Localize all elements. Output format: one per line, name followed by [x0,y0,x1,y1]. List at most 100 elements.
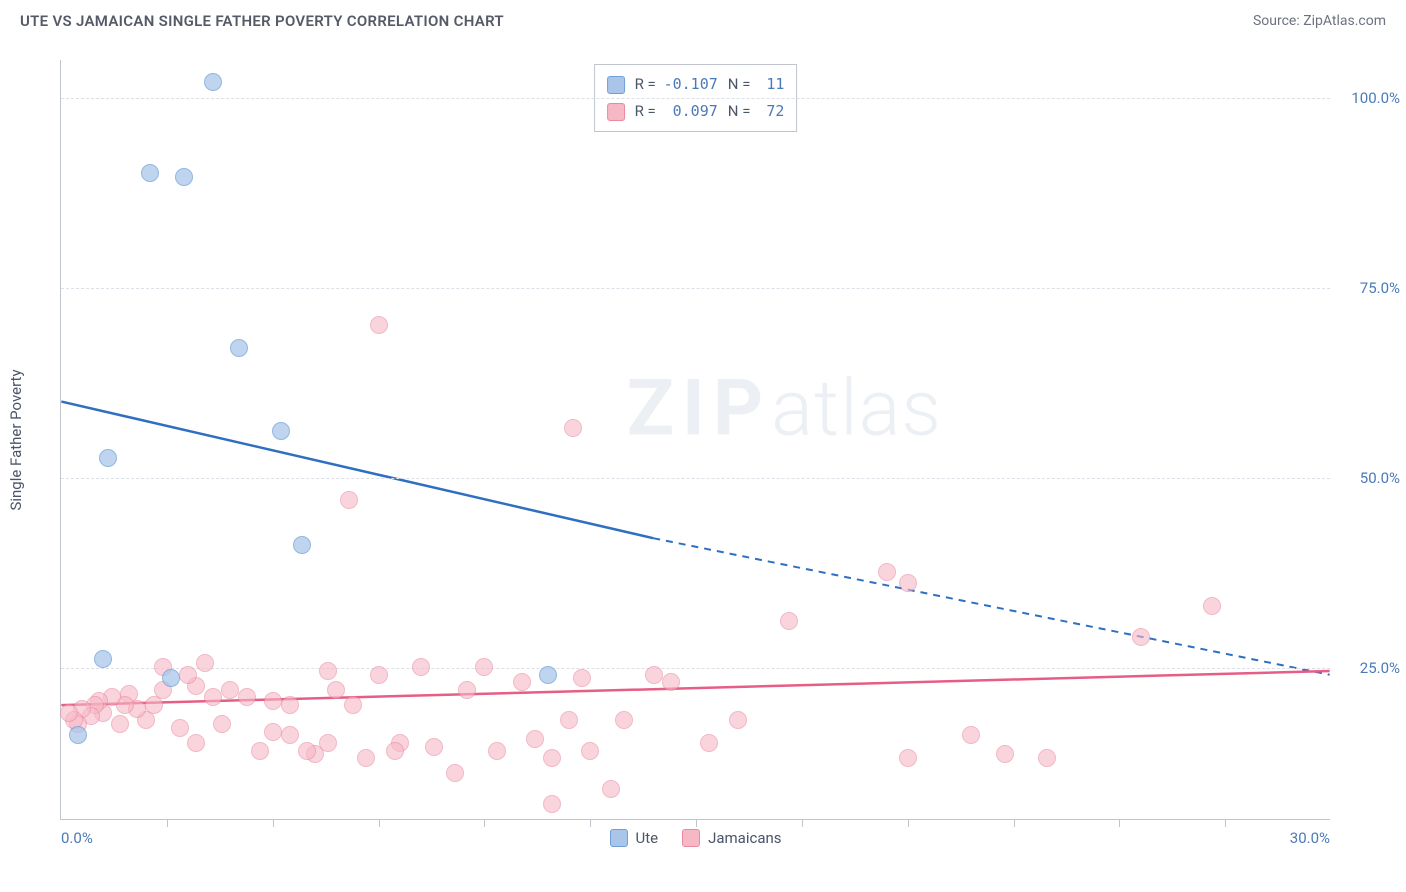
watermark-atlas: atlas [771,364,942,455]
data-point [141,164,159,182]
data-point [264,692,282,710]
chart-title: UTE VS JAMAICAN SINGLE FATHER POVERTY CO… [20,12,504,30]
data-point [221,681,239,699]
data-point [539,666,557,684]
watermark: ZIPatlas [627,364,942,455]
n-value-jam: 72 [756,98,784,125]
legend-item-jamaicans: Jamaicans [682,829,781,847]
trend-line-dashed [653,538,1329,675]
data-point [204,688,222,706]
data-point [238,688,256,706]
x-tick [1119,819,1120,827]
data-point [1038,749,1056,767]
legend-label-ute: Ute [635,829,658,847]
data-point [475,658,493,676]
data-point [111,715,129,733]
x-tick [484,819,485,827]
trend-line-solid [61,402,653,539]
x-tick [1225,819,1226,827]
data-point [171,719,189,737]
data-point [662,673,680,691]
data-point [543,795,561,813]
x-tick [696,819,697,827]
data-point [729,711,747,729]
grid-line [61,478,1330,479]
data-point [996,745,1014,763]
grid-line [61,98,1330,99]
data-point [179,666,197,684]
data-point [780,612,798,630]
x-tick [167,819,168,827]
data-point [264,723,282,741]
n-label-ute: N = [728,71,751,98]
data-point [573,669,591,687]
watermark-zip: ZIP [627,364,771,455]
data-point [60,704,78,722]
data-point [560,711,578,729]
data-point [94,650,112,668]
data-point [962,726,980,744]
data-point [281,696,299,714]
data-point [213,715,231,733]
data-point [645,666,663,684]
plot-area: ZIPatlas R = -0.107 N = 11 R = 0.097 N =… [60,60,1330,820]
chart-container: Single Father Poverty ZIPatlas R = -0.10… [48,60,1348,820]
n-value-ute: 11 [756,71,784,98]
y-axis-title: Single Father Poverty [7,369,25,510]
data-point [564,419,582,437]
y-tick-label: 25.0% [1360,659,1400,677]
chart-source: Source: ZipAtlas.com [1253,13,1386,29]
x-tick [590,819,591,827]
data-point [196,654,214,672]
n-label-jam: N = [728,98,751,125]
data-point [344,696,362,714]
data-point [230,339,248,357]
grid-line [61,668,1330,669]
x-tick [908,819,909,827]
legend-label-jam: Jamaicans [708,829,781,847]
chart-header: UTE VS JAMAICAN SINGLE FATHER POVERTY CO… [0,0,1406,38]
data-point [581,742,599,760]
data-point [446,764,464,782]
data-point [615,711,633,729]
data-point [69,726,87,744]
x-tick [802,819,803,827]
data-point [370,316,388,334]
data-point [386,742,404,760]
legend-swatch-jamaicans [682,829,700,847]
data-point [293,536,311,554]
swatch-ute [607,76,625,94]
y-tick-label: 75.0% [1360,279,1400,297]
data-point [602,780,620,798]
y-tick-label: 100.0% [1351,89,1400,107]
r-value-ute: -0.107 [662,71,718,98]
source-name: ZipAtlas.com [1303,13,1386,29]
data-point [99,449,117,467]
source-prefix: Source: [1253,13,1303,29]
data-point [298,742,316,760]
data-point [187,734,205,752]
data-point [526,730,544,748]
x-tick [1014,819,1015,827]
data-point [162,669,180,687]
legend-swatch-ute [609,829,627,847]
data-point [1203,597,1221,615]
data-point [458,681,476,699]
data-point [899,749,917,767]
data-point [340,491,358,509]
data-point [319,662,337,680]
data-point [281,726,299,744]
data-point [425,738,443,756]
r-label-ute: R = [635,71,656,98]
data-point [175,168,193,186]
data-point [251,742,269,760]
data-point [272,422,290,440]
legend-item-ute: Ute [609,829,658,847]
stats-row-jamaicans: R = 0.097 N = 72 [607,98,785,125]
legend-bottom: Ute Jamaicans [609,829,781,847]
data-point [370,666,388,684]
data-point [488,742,506,760]
x-tick [379,819,380,827]
data-point [513,673,531,691]
data-point [899,574,917,592]
